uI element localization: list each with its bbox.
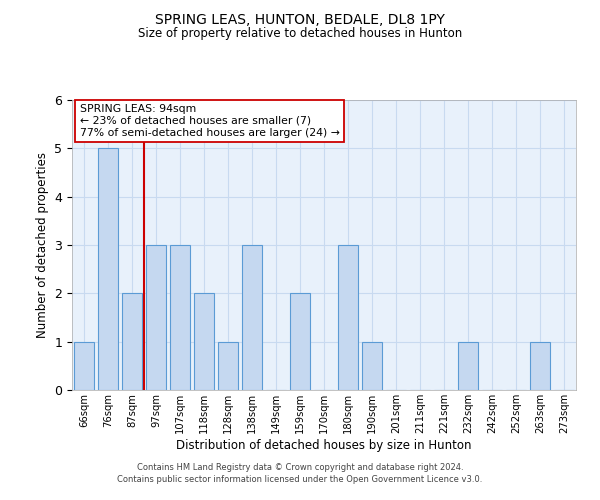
Bar (458, 342, 478, 390)
X-axis label: Distribution of detached houses by size in Hunton: Distribution of detached houses by size … (176, 438, 472, 452)
Text: SPRING LEAS, HUNTON, BEDALE, DL8 1PY: SPRING LEAS, HUNTON, BEDALE, DL8 1PY (155, 12, 445, 26)
Bar (530, 342, 550, 390)
Text: Contains public sector information licensed under the Open Government Licence v3: Contains public sector information licen… (118, 475, 482, 484)
Bar (362, 342, 382, 390)
Bar (146, 245, 166, 390)
Text: Contains HM Land Registry data © Crown copyright and database right 2024.: Contains HM Land Registry data © Crown c… (137, 464, 463, 472)
Text: SPRING LEAS: 94sqm
← 23% of detached houses are smaller (7)
77% of semi-detached: SPRING LEAS: 94sqm ← 23% of detached hou… (80, 104, 340, 138)
Text: Size of property relative to detached houses in Hunton: Size of property relative to detached ho… (138, 28, 462, 40)
Y-axis label: Number of detached properties: Number of detached properties (36, 152, 49, 338)
Bar (290, 294, 310, 390)
Bar (218, 342, 238, 390)
Bar (242, 245, 262, 390)
Bar (194, 294, 214, 390)
Bar (74, 342, 94, 390)
Bar (338, 245, 358, 390)
Bar (98, 148, 118, 390)
Bar (170, 245, 190, 390)
Bar (122, 294, 142, 390)
